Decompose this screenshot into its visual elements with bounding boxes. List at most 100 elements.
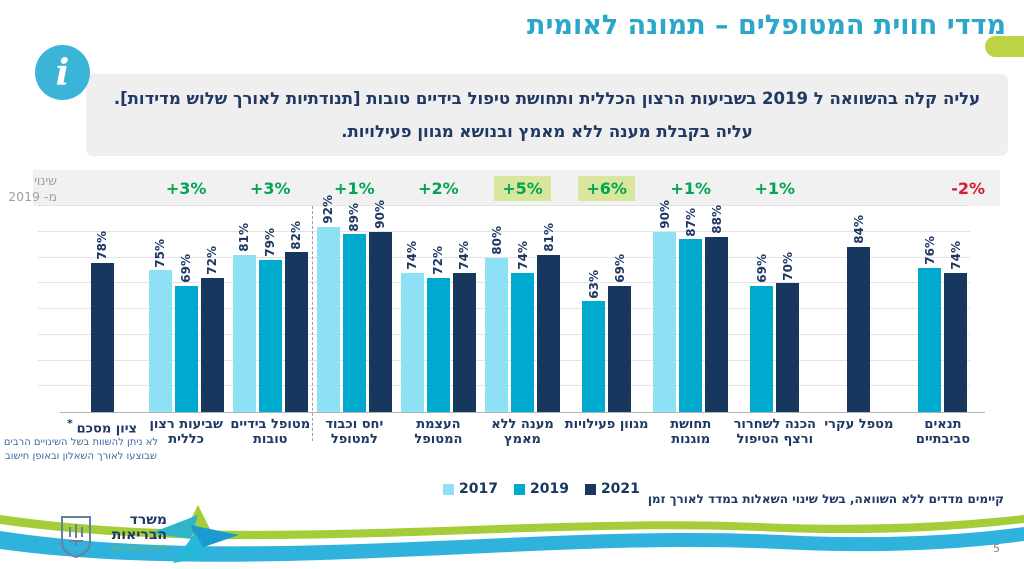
category-label: הכנה לשחרור ורצף הטיפול xyxy=(733,417,817,448)
summary-callout: עליה קלה בהשוואה ל 2019 בשביעות הרצון הכ… xyxy=(86,74,1008,156)
bar-value-label: 69% xyxy=(754,254,769,283)
bar-2019: 79% xyxy=(258,228,282,412)
bar-2021: 74% xyxy=(944,241,968,412)
change-value-cell xyxy=(60,170,144,206)
bar-value-label: 75% xyxy=(153,238,168,268)
bar-value-label: 76% xyxy=(922,236,937,265)
gridline xyxy=(38,205,970,206)
change-value-cell: +1% xyxy=(733,170,817,206)
comparison-note: קיימים מדדים ללא השוואה, בשל שינוי השאלו… xyxy=(647,492,1004,506)
change-row-label: שינוי מ- 2019 xyxy=(2,173,57,204)
bar-group: 92% 89% 90% xyxy=(312,195,396,412)
bar-2021: 74% xyxy=(452,241,476,412)
category-label-text: ציון מסכם xyxy=(76,421,138,437)
category-label-text: תחושת מוגנות xyxy=(670,417,712,447)
bar-2017: 81% xyxy=(232,223,256,412)
category-label-text: הכנה לשחרור ורצף הטיפול xyxy=(733,417,816,447)
bar-2019: 74% xyxy=(511,241,535,412)
legend-swatch xyxy=(513,483,525,495)
category-label: מטופל בידיים טובות xyxy=(228,417,312,448)
category-label: יחס וכבוד למטופל xyxy=(312,417,396,448)
info-icon: i xyxy=(35,45,90,100)
change-value: +3% xyxy=(249,178,291,198)
category-label: תחושת מוגנות xyxy=(649,417,733,448)
change-value-cell: +3% xyxy=(228,170,312,206)
info-icon-glyph: i xyxy=(55,51,70,94)
bar-group: 69% 70% xyxy=(733,206,817,412)
moh-logo-text: משרד הבריאות לחיים בריאים יותר xyxy=(99,513,167,553)
wave-blue xyxy=(0,527,1024,562)
bar-2019: 76% xyxy=(918,236,942,412)
change-value-cell: -2% xyxy=(901,170,985,206)
change-value-cell: +3% xyxy=(144,170,228,206)
bar-2019: 89% xyxy=(342,203,366,412)
category-label: שביעות רצון כללית xyxy=(144,417,228,448)
plot-area: 78% 75% 69% 72% 81% 79% 82% 92% 89% 90% 74% 72% 74% 8… xyxy=(38,195,985,413)
bar-value-label: 82% xyxy=(289,220,304,250)
bar-value-label: 90% xyxy=(373,200,388,229)
legend-swatch xyxy=(443,483,454,495)
legend-swatch xyxy=(584,483,596,495)
bar-value-label: 72% xyxy=(431,246,446,276)
page-number: 5 xyxy=(993,542,1000,555)
change-value: +1% xyxy=(754,178,796,198)
bar-value-label: 88% xyxy=(709,205,724,234)
change-value-cell: +5% xyxy=(480,170,564,206)
category-label: תנאים סביבתיים xyxy=(901,417,985,448)
grouped-bar-chart: שינוי מ- 2019 +3% +3% +1% +2% +5% +6% +1% +1% -2… xyxy=(4,170,1000,480)
footer-wave-decoration xyxy=(0,515,1024,562)
change-row: +3% +3% +1% +2% +5% +6% +1% +1% -2% xyxy=(60,170,985,206)
bar-2019: 87% xyxy=(679,208,703,412)
bar-2019: 72% xyxy=(426,246,450,412)
change-value-cell xyxy=(817,170,901,206)
change-value-cell: +1% xyxy=(312,170,396,206)
bar-2019: 63% xyxy=(582,270,606,412)
category-label: ציון מסכם * xyxy=(60,417,144,448)
moh-logo-tagline: לחיים בריאים יותר xyxy=(109,543,167,553)
change-value: +3% xyxy=(165,178,207,198)
category-axis: ציון מסכם * שביעות רצון כללית מטופל בידיים… xyxy=(60,417,985,448)
change-value-cell: +2% xyxy=(396,170,480,206)
bar-2019: 69% xyxy=(750,254,774,412)
bar-2021: 88% xyxy=(705,205,729,412)
change-value-cell: +6% xyxy=(565,170,649,206)
change-value: -2% xyxy=(951,178,986,198)
bar-value-label: 84% xyxy=(851,215,866,245)
bar-group: 90% 87% 88% xyxy=(649,200,733,412)
bar-2021: 84% xyxy=(847,215,871,412)
bar-value-label: 92% xyxy=(321,194,336,224)
chart-legend: 2017 2019 2021 xyxy=(443,481,640,497)
legend-label: 2017 xyxy=(459,481,498,497)
bar-2021: 78% xyxy=(90,231,114,412)
bar-value-label: 81% xyxy=(541,223,556,252)
change-value: +6% xyxy=(578,175,635,201)
bar-2017: 90% xyxy=(653,200,677,412)
category-label: מטפל עקרי xyxy=(817,417,901,448)
bar-2021: 82% xyxy=(284,221,308,412)
change-value: +5% xyxy=(494,175,551,201)
category-footnote: לא ניתן להשוות בשל השינויים הרבים שבוצעו… xyxy=(3,437,159,462)
footnote-marker: * xyxy=(67,417,77,430)
bar-value-label: 69% xyxy=(179,254,194,283)
bar-value-label: 90% xyxy=(657,200,672,229)
bar-group: 75% 69% 72% xyxy=(144,206,228,412)
legend-item: 2021 xyxy=(584,481,640,497)
gridline xyxy=(38,230,970,232)
bar-2017: 92% xyxy=(316,195,340,412)
category-label-text: יחס וכבוד למטופל xyxy=(325,417,384,447)
section-separator-line xyxy=(312,206,314,441)
legend-item: 2019 xyxy=(513,481,569,497)
bar-group: 76% 74% xyxy=(901,206,985,412)
category-label-text: מטופל בידיים טובות xyxy=(230,417,311,447)
gridline xyxy=(38,256,970,258)
ministry-of-health-logo: משרד הבריאות לחיים בריאים יותר xyxy=(55,503,245,567)
bar-2017: 74% xyxy=(400,241,424,412)
moh-star-icon xyxy=(151,505,239,563)
bar-value-label: 72% xyxy=(205,246,220,276)
change-row-label-line1: שינוי xyxy=(34,173,57,188)
legend-item: 2017 xyxy=(443,481,498,497)
title-accent-pill xyxy=(985,36,1024,57)
bars-row: 78% 75% 69% 72% 81% 79% 82% 92% 89% 90% 74% 72% 74% 8… xyxy=(60,195,985,412)
bar-value-label: 87% xyxy=(683,207,698,237)
bar-group: 74% 72% 74% xyxy=(396,206,480,412)
